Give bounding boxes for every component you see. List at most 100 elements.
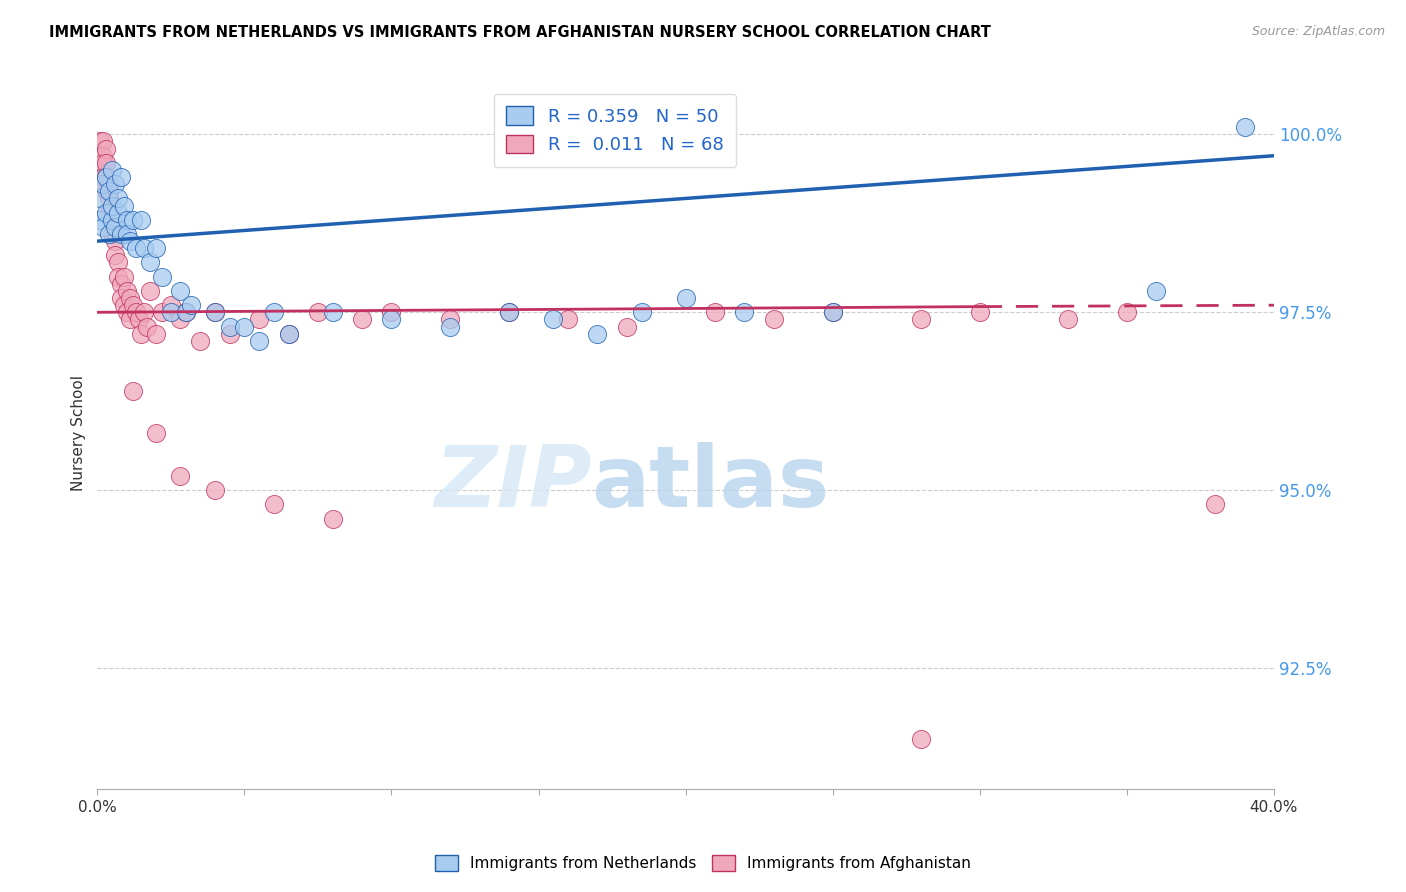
Point — [352, 312, 374, 326]
Point — [277, 326, 299, 341]
Point — [107, 255, 129, 269]
Point — [96, 205, 118, 219]
Point — [969, 305, 991, 319]
Point — [439, 312, 461, 326]
Point — [104, 234, 127, 248]
Point — [139, 255, 162, 269]
Point — [96, 170, 118, 185]
Point — [91, 135, 114, 149]
Point — [101, 212, 124, 227]
Point — [169, 312, 191, 326]
Point — [174, 305, 197, 319]
Point — [247, 312, 270, 326]
Point — [107, 205, 129, 219]
Legend: Immigrants from Netherlands, Immigrants from Afghanistan: Immigrants from Netherlands, Immigrants … — [429, 849, 977, 877]
Point — [110, 170, 132, 185]
Point — [1115, 305, 1137, 319]
Point — [110, 291, 132, 305]
Point — [115, 284, 138, 298]
Point — [277, 326, 299, 341]
Point — [136, 319, 159, 334]
Point — [89, 163, 111, 178]
Point — [128, 312, 150, 326]
Point — [557, 312, 579, 326]
Point — [115, 227, 138, 241]
Point — [118, 234, 141, 248]
Y-axis label: Nursery School: Nursery School — [72, 376, 86, 491]
Point — [322, 511, 344, 525]
Point — [910, 732, 932, 747]
Point — [134, 305, 156, 319]
Point — [145, 426, 167, 441]
Point — [104, 177, 127, 191]
Point — [91, 156, 114, 170]
Point — [630, 305, 652, 319]
Point — [380, 305, 402, 319]
Point — [910, 312, 932, 326]
Point — [169, 469, 191, 483]
Point — [307, 305, 329, 319]
Point — [145, 326, 167, 341]
Point — [98, 184, 121, 198]
Point — [233, 319, 256, 334]
Point — [91, 170, 114, 185]
Point — [124, 241, 146, 255]
Point — [121, 212, 143, 227]
Point — [112, 198, 135, 212]
Point — [89, 212, 111, 227]
Point — [160, 298, 183, 312]
Point — [98, 205, 121, 219]
Point — [121, 384, 143, 398]
Point — [91, 149, 114, 163]
Point — [96, 142, 118, 156]
Point — [89, 191, 111, 205]
Point — [131, 326, 153, 341]
Point — [96, 184, 118, 198]
Point — [160, 305, 183, 319]
Point — [498, 305, 520, 319]
Point — [174, 305, 197, 319]
Point — [101, 163, 124, 178]
Point — [218, 319, 240, 334]
Point — [98, 191, 121, 205]
Point — [821, 305, 844, 319]
Point — [1057, 312, 1080, 326]
Point — [98, 227, 121, 241]
Point — [101, 198, 124, 212]
Text: ZIP: ZIP — [434, 442, 592, 524]
Point — [104, 248, 127, 262]
Point — [439, 319, 461, 334]
Point — [110, 227, 132, 241]
Point — [91, 177, 114, 191]
Point — [150, 269, 173, 284]
Point — [131, 212, 153, 227]
Point — [118, 291, 141, 305]
Point — [380, 312, 402, 326]
Point — [112, 269, 135, 284]
Point — [101, 212, 124, 227]
Point — [675, 291, 697, 305]
Point — [107, 191, 129, 205]
Point — [1233, 120, 1256, 135]
Point — [218, 326, 240, 341]
Point — [247, 334, 270, 348]
Point — [263, 498, 285, 512]
Point — [322, 305, 344, 319]
Point — [586, 326, 609, 341]
Point — [96, 170, 118, 185]
Point — [204, 483, 226, 498]
Point — [104, 219, 127, 234]
Point — [821, 305, 844, 319]
Point — [145, 241, 167, 255]
Point — [115, 212, 138, 227]
Point — [1204, 498, 1226, 512]
Point — [124, 305, 146, 319]
Point — [704, 305, 727, 319]
Point — [121, 298, 143, 312]
Point — [107, 269, 129, 284]
Point — [169, 284, 191, 298]
Point — [89, 149, 111, 163]
Point — [498, 305, 520, 319]
Point — [204, 305, 226, 319]
Point — [118, 312, 141, 326]
